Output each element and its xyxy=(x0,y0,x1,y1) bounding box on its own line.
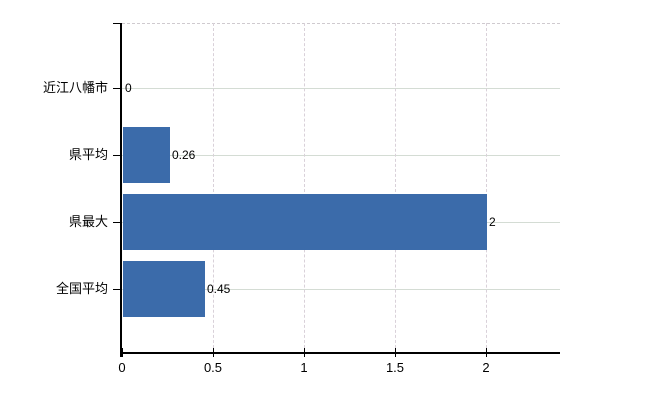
x-axis-tick xyxy=(304,348,305,357)
vertical-gridline xyxy=(395,23,396,353)
vertical-gridline xyxy=(304,23,305,353)
x-axis-tick xyxy=(213,348,214,357)
plot-area: 0 0.26 2 0.45 0 0.5 1 1.5 2 xyxy=(113,23,560,375)
horizontal-gridline xyxy=(122,88,560,89)
horizontal-gridline xyxy=(122,155,560,156)
bar-value-label: 0.26 xyxy=(172,148,196,162)
vertical-gridline xyxy=(213,23,214,353)
x-axis-tick xyxy=(395,348,396,357)
bar xyxy=(123,127,170,183)
x-axis-tick-label: 0.5 xyxy=(203,360,223,375)
bar xyxy=(123,194,487,250)
x-axis-tick xyxy=(122,348,123,357)
bar-value-label: 0 xyxy=(125,81,132,95)
plot-top-border xyxy=(122,23,560,24)
y-axis-tick xyxy=(113,88,120,89)
x-axis-line xyxy=(120,352,560,354)
x-axis-tick-label: 1.5 xyxy=(385,360,405,375)
y-axis-tick xyxy=(113,155,120,156)
y-axis-line xyxy=(120,23,122,357)
x-axis-tick-label: 2 xyxy=(482,360,490,375)
y-axis-tick xyxy=(113,289,120,290)
category-label: 県最大 xyxy=(68,214,108,229)
bar xyxy=(123,261,205,317)
category-label: 県平均 xyxy=(68,147,108,162)
vertical-gridline xyxy=(486,23,487,353)
category-label: 近江八幡市 xyxy=(42,80,108,95)
bar-value-label: 2 xyxy=(489,215,496,229)
x-axis-tick-label: 1 xyxy=(300,360,308,375)
y-axis-tick xyxy=(113,23,120,24)
horizontal-gridline xyxy=(122,289,560,290)
bar-value-label: 0.45 xyxy=(207,282,231,296)
x-axis-tick-label: 0 xyxy=(118,360,126,375)
x-axis-tick xyxy=(486,348,487,357)
y-axis-tick xyxy=(113,222,120,223)
category-label: 全国平均 xyxy=(55,281,108,296)
